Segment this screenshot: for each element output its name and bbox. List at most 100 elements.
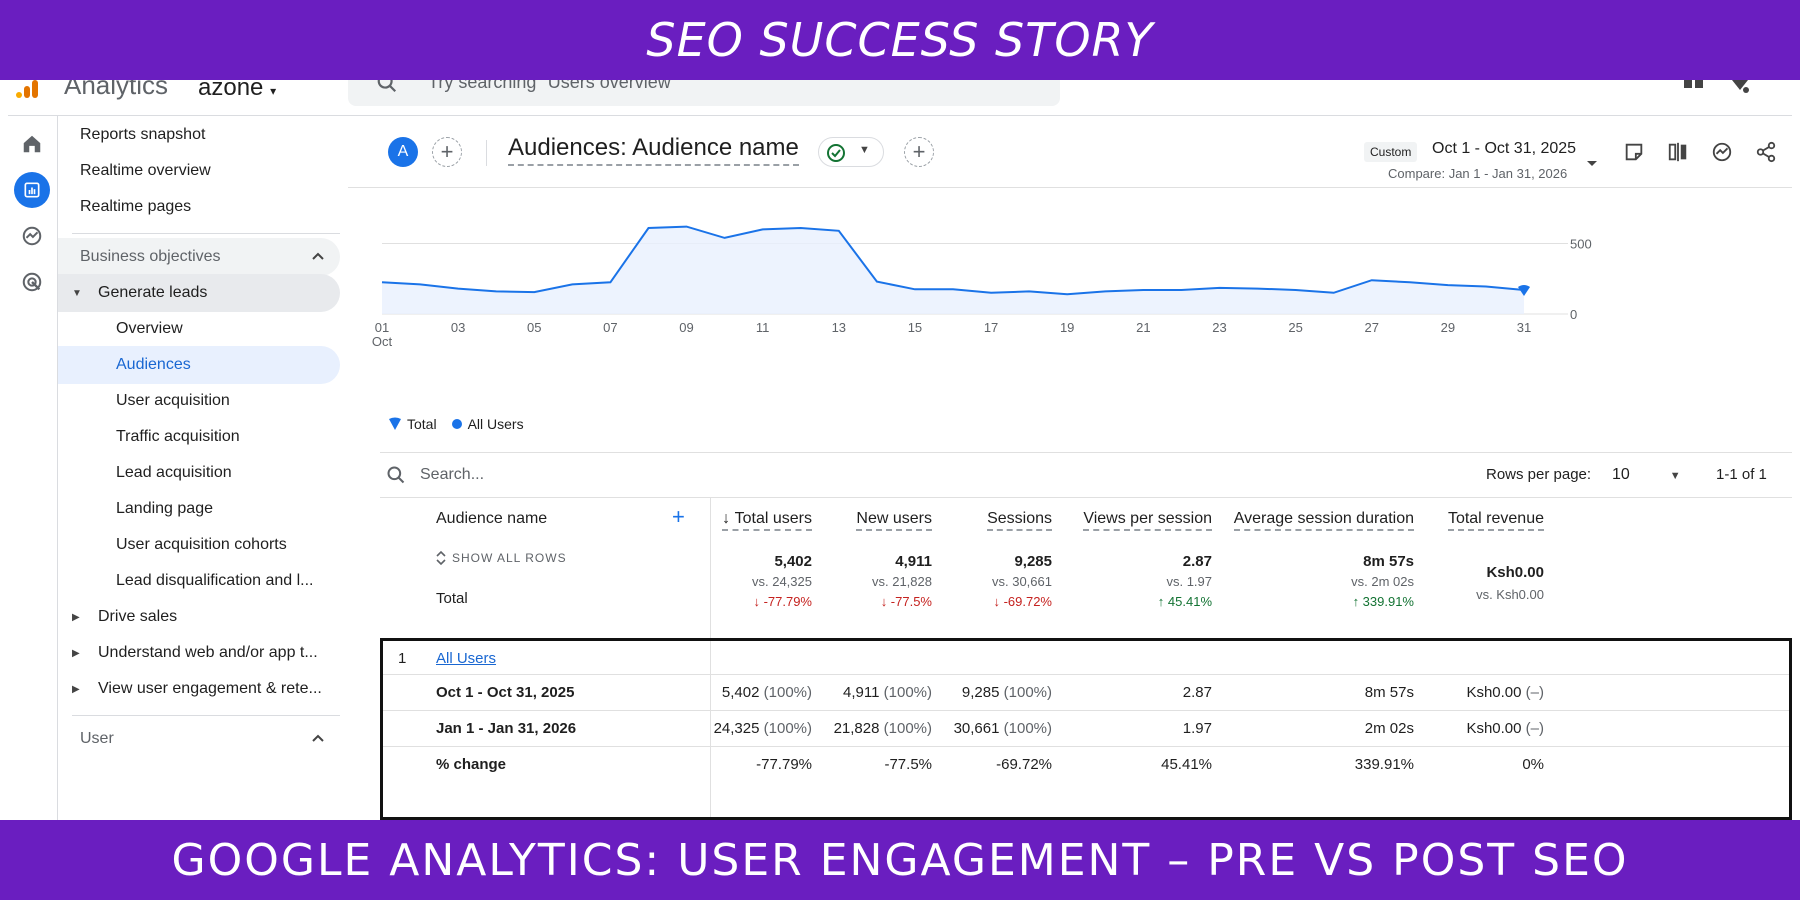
- chart-legend: Total All Users: [388, 416, 524, 432]
- page-title: Audiences: Audience name: [508, 134, 799, 166]
- global-search[interactable]: Try searching "Users overview": [348, 80, 1060, 106]
- cell-percent: (100%): [763, 684, 812, 701]
- column-divider: [710, 498, 711, 820]
- metric-header-label: Sessions: [987, 510, 1052, 527]
- app-title: Analytics: [64, 80, 169, 100]
- x-tick-label: 05: [527, 320, 541, 335]
- cell-value: -69.72%: [996, 756, 1052, 773]
- rows-per-page-select[interactable]: 10 ▼: [1612, 466, 1681, 484]
- dimension-header[interactable]: Audience name: [436, 510, 548, 527]
- analytics-logo-icon[interactable]: [16, 80, 40, 98]
- cell-percent: (100%): [883, 720, 932, 737]
- nav-user-acquisition[interactable]: User acquisition: [116, 392, 230, 409]
- metric-header[interactable]: Views per session: [1083, 510, 1212, 531]
- nav-divider: [72, 233, 340, 234]
- nav-realtime-pages[interactable]: Realtime pages: [80, 198, 192, 215]
- cell-value: 1.97: [1182, 720, 1212, 737]
- sort-arrow-icon: ↓: [722, 510, 735, 527]
- highlight-box: [380, 638, 1792, 820]
- property-selector[interactable]: azone ▾: [198, 80, 276, 102]
- legend-item[interactable]: All Users: [451, 416, 524, 432]
- metric-header[interactable]: ↓ Total users: [722, 510, 812, 531]
- add-dimension-button[interactable]: +: [672, 504, 685, 530]
- table-search-input[interactable]: Search...: [420, 466, 485, 483]
- home-icon[interactable]: [14, 126, 50, 162]
- add-filter-button[interactable]: +: [904, 137, 934, 167]
- all-users-link[interactable]: All Users: [436, 650, 497, 667]
- cell-value: 8m 57s: [1364, 684, 1414, 701]
- x-tick-label: 07: [603, 320, 617, 335]
- add-comparison-button[interactable]: +: [432, 137, 462, 167]
- table-cell: 8m 57s: [1365, 684, 1414, 701]
- nav-drive-sales[interactable]: ▶ Drive sales: [58, 598, 340, 636]
- x-tick-label: 15: [908, 320, 922, 335]
- annotation-icon[interactable]: [1620, 138, 1648, 166]
- caret-down-icon: ▼: [1669, 470, 1681, 482]
- nav-understand-web[interactable]: ▶ Understand web and/or app t...: [58, 634, 340, 672]
- nav-section-user[interactable]: User: [58, 720, 340, 758]
- comparison-avatar[interactable]: A: [388, 137, 418, 167]
- date-dropdown-icon[interactable]: [1586, 160, 1598, 168]
- table-row-label: Jan 1 - Jan 31, 2026: [436, 720, 577, 737]
- plus-icon: +: [440, 139, 454, 164]
- status-dropdown[interactable]: ▼: [818, 137, 884, 167]
- total-change: ↓ -77.5%: [880, 594, 932, 609]
- total-cell: 9,285 vs. 30,661 ↓ -69.72%: [992, 552, 1052, 612]
- nav-view-engagement[interactable]: ▶ View user engagement & rete...: [58, 670, 340, 708]
- nav-generate-leads[interactable]: ▼ Generate leads: [58, 274, 340, 312]
- nav-traffic-acquisition[interactable]: Traffic acquisition: [116, 428, 240, 445]
- cell-value: 0%: [1522, 756, 1544, 773]
- series-line: [381, 225, 1525, 296]
- metric-header[interactable]: Sessions: [987, 510, 1052, 531]
- x-tick-label: 17: [984, 320, 998, 335]
- legend-label: All Users: [467, 416, 524, 432]
- advertising-icon[interactable]: [14, 264, 50, 300]
- total-value: 4,911: [895, 553, 932, 570]
- nav-user-acquisition-cohorts[interactable]: User acquisition cohorts: [116, 536, 287, 553]
- total-vs-value: vs. 30,661: [992, 574, 1052, 589]
- top-banner: SEO SUCCESS STORY: [0, 0, 1800, 80]
- show-all-rows-button[interactable]: SHOW ALL ROWS: [436, 550, 567, 566]
- nav-drive-sales-label: Drive sales: [98, 608, 178, 625]
- nav-reports-snapshot[interactable]: Reports snapshot: [80, 126, 206, 143]
- nav-section-business-objectives[interactable]: Business objectives: [58, 238, 340, 276]
- legend-item[interactable]: Total: [388, 416, 437, 432]
- table-row-label: Oct 1 - Oct 31, 2025: [436, 684, 575, 701]
- x-tick-label: 19: [1060, 320, 1074, 335]
- nav-realtime-overview[interactable]: Realtime overview: [80, 162, 211, 179]
- bottom-banner: GOOGLE ANALYTICS: USER ENGAGEMENT – PRE …: [0, 820, 1800, 900]
- x-tick-label: 23: [1212, 320, 1226, 335]
- compare-icon[interactable]: [1664, 138, 1692, 166]
- date-range[interactable]: Oct 1 - Oct 31, 2025: [1432, 140, 1577, 157]
- help-icon[interactable]: [1730, 80, 1750, 94]
- metric-header[interactable]: Average session duration: [1233, 510, 1414, 531]
- nav-view-engagement-label: View user engagement & rete...: [98, 680, 322, 697]
- users-trend-chart: 1K500001030507091113151719212325272931Oc…: [372, 225, 1592, 349]
- main-content: A + Audiences: Audience name ▼ + Custom …: [348, 116, 1792, 820]
- explore-icon[interactable]: [14, 218, 50, 254]
- total-label: Total: [436, 590, 468, 607]
- nav-lead-disqualification-label: Lead disqualification and l...: [116, 572, 314, 589]
- cell-value: 30,661: [953, 720, 1000, 737]
- metric-header[interactable]: Total revenue: [1447, 510, 1544, 531]
- nav-overview[interactable]: Overview: [116, 320, 183, 337]
- nav-lead-acquisition[interactable]: Lead acquisition: [116, 464, 232, 481]
- nav-lead-disqualification[interactable]: Lead disqualification and l...: [58, 562, 340, 600]
- table-cell: 2.87: [1183, 684, 1212, 701]
- table-cell: 339.91%: [1355, 756, 1414, 773]
- metric-header-label: Average session duration: [1233, 510, 1414, 527]
- metric-header[interactable]: New users: [856, 510, 932, 531]
- total-value: 9,285: [1014, 553, 1052, 570]
- cell-value: 2m 02s: [1364, 720, 1414, 737]
- total-vs-value: vs. 24,325: [752, 574, 812, 589]
- share-icon[interactable]: [1752, 138, 1780, 166]
- end-point-marker[interactable]: [1518, 285, 1530, 297]
- cell-percent: (100%): [763, 720, 812, 737]
- apps-grid-icon[interactable]: [1684, 80, 1704, 94]
- reports-icon[interactable]: [14, 172, 50, 208]
- table-cell: 24,325 (100%): [714, 720, 812, 737]
- table-cell: 4,911 (100%): [843, 684, 932, 701]
- nav-audiences[interactable]: Audiences: [58, 346, 340, 384]
- insights-icon[interactable]: [1708, 138, 1736, 166]
- nav-landing-page[interactable]: Landing page: [116, 500, 213, 517]
